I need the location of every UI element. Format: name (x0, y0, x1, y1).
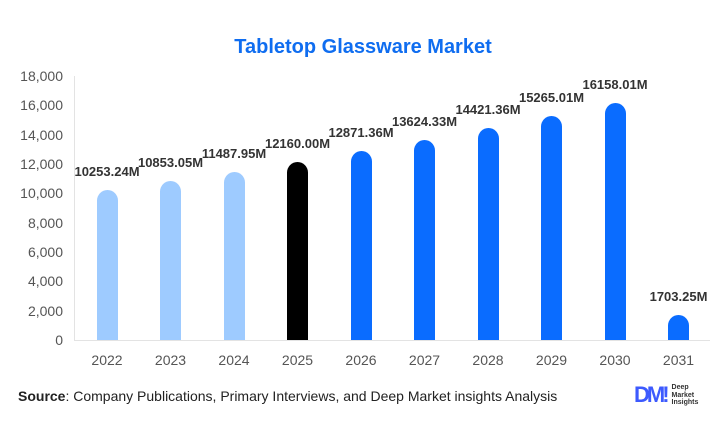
bar-2023 (160, 180, 181, 340)
y-tick-label: 16,000 (20, 97, 63, 114)
value-label: 13624.33M (391, 114, 458, 130)
bar-2029 (541, 116, 562, 340)
x-tick-label: 2031 (662, 352, 695, 368)
bar-2022 (96, 189, 118, 340)
x-tick-label: 2026 (345, 352, 377, 368)
y-tick-label: 2,000 (27, 302, 63, 319)
bar-2028 (477, 128, 499, 340)
x-tick-label: 2028 (472, 352, 504, 368)
x-tick-label: 2027 (408, 352, 441, 368)
bar-2024 (223, 171, 245, 340)
y-tick-label: 8,000 (27, 214, 63, 231)
logo-wordmark: Deep Market Insights (671, 384, 699, 406)
bar-2027 (414, 140, 435, 340)
dmi-logo: DM! Deep Market Insights (634, 384, 698, 407)
y-tick-label: 18,000 (20, 68, 63, 84)
y-tick-label: 12,000 (20, 156, 63, 172)
x-tick-label: 2023 (154, 352, 187, 368)
source-note: Source: Company Publications, Primary In… (18, 388, 557, 404)
value-label: 10853.05M (137, 154, 204, 170)
value-label: 16158.01M (582, 77, 648, 93)
source-text: : Company Publications, Primary Intervie… (65, 388, 558, 404)
bar-2031 (668, 315, 689, 340)
x-axis-line (74, 340, 710, 341)
value-label: 11487.95M (201, 145, 267, 161)
x-tick-label: 2024 (218, 352, 250, 368)
value-label: 15265.01M (518, 90, 585, 106)
y-tick-label: 4,000 (27, 273, 63, 290)
y-tick-label: 6,000 (27, 244, 63, 260)
value-label: 12160.00M (264, 135, 331, 151)
x-tick-label: 2022 (91, 352, 123, 368)
dm-logo-icon: DM! (634, 382, 670, 408)
bar-2030 (604, 103, 626, 340)
x-tick-label: 2029 (535, 352, 568, 368)
bar-2026 (350, 151, 372, 340)
y-tick-label: 14,000 (20, 126, 63, 143)
value-label: 14421.36M (455, 102, 521, 118)
value-label: 12871.36M (328, 125, 394, 141)
chart-title: Tabletop Glassware Market (234, 36, 492, 58)
source-label: Source (18, 388, 66, 404)
value-label: 1703.25M (649, 289, 708, 305)
x-tick-label: 2025 (281, 352, 314, 368)
y-axis-line (74, 76, 75, 340)
y-tick-label: 0 (55, 332, 63, 348)
y-tick-label: 10,000 (20, 185, 63, 202)
bar-2025 (287, 161, 308, 340)
value-label: 10253.24M (74, 163, 140, 179)
x-tick-label: 2030 (599, 352, 631, 368)
